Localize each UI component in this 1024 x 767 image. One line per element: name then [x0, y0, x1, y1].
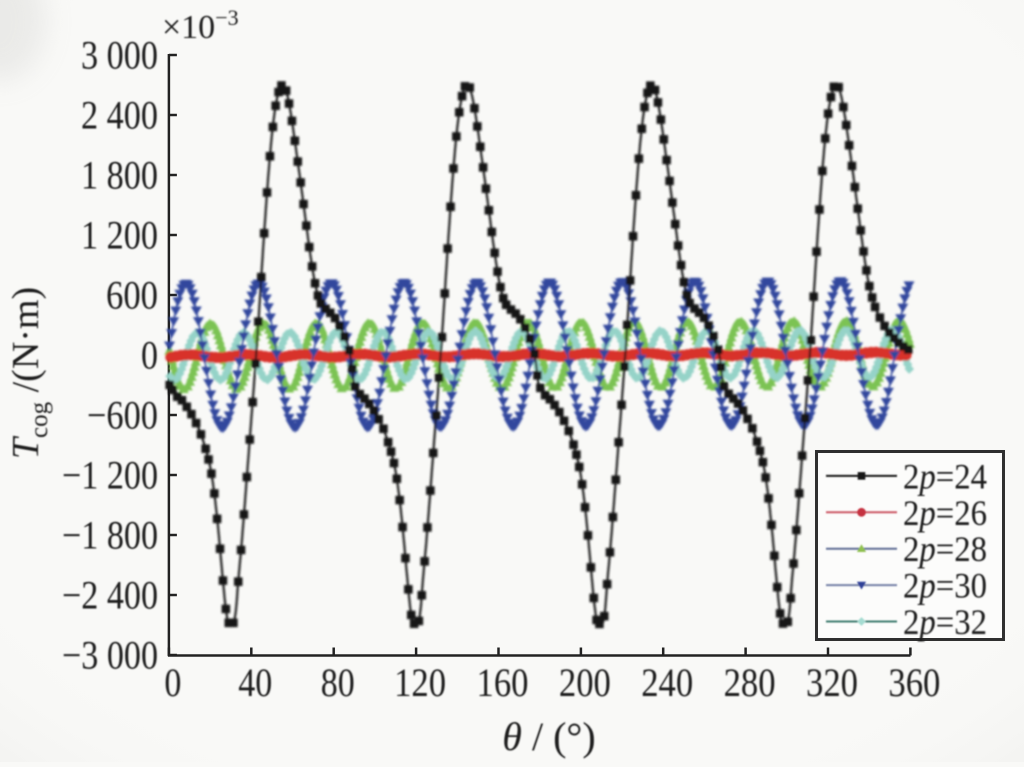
svg-text:2p=24: 2p=24 [903, 456, 987, 496]
svg-text:1 800: 1 800 [81, 153, 158, 198]
svg-text:240: 240 [641, 660, 693, 705]
svg-text:40: 40 [238, 660, 272, 705]
svg-text:θ / (°): θ / (°) [502, 714, 595, 759]
svg-text:160: 160 [477, 660, 529, 705]
svg-text:−2 400: −2 400 [62, 573, 158, 618]
svg-text:320: 320 [806, 660, 858, 705]
svg-text:−600: −600 [87, 393, 158, 438]
svg-text:−3 000: −3 000 [62, 633, 158, 678]
svg-text:120: 120 [394, 660, 446, 705]
svg-text:Tcog /(N·m): Tcog /(N·m) [5, 287, 53, 459]
svg-text:360: 360 [888, 660, 940, 705]
svg-text:−1 800: −1 800 [62, 513, 158, 558]
svg-text:200: 200 [559, 660, 611, 705]
svg-text:80: 80 [321, 660, 355, 705]
svg-text:2p=28: 2p=28 [903, 529, 987, 569]
svg-text:600: 600 [106, 273, 158, 318]
svg-text:2p=26: 2p=26 [903, 493, 987, 533]
svg-text:−1 200: −1 200 [62, 453, 158, 498]
svg-text:2 400: 2 400 [81, 93, 158, 138]
svg-text:3 000: 3 000 [81, 33, 158, 78]
svg-text:0: 0 [141, 333, 158, 378]
svg-text:280: 280 [724, 660, 776, 705]
svg-text:0: 0 [164, 660, 181, 705]
svg-text:2p=30: 2p=30 [903, 566, 987, 606]
svg-text:1 200: 1 200 [81, 213, 158, 258]
svg-text:2p=32: 2p=32 [903, 602, 987, 642]
